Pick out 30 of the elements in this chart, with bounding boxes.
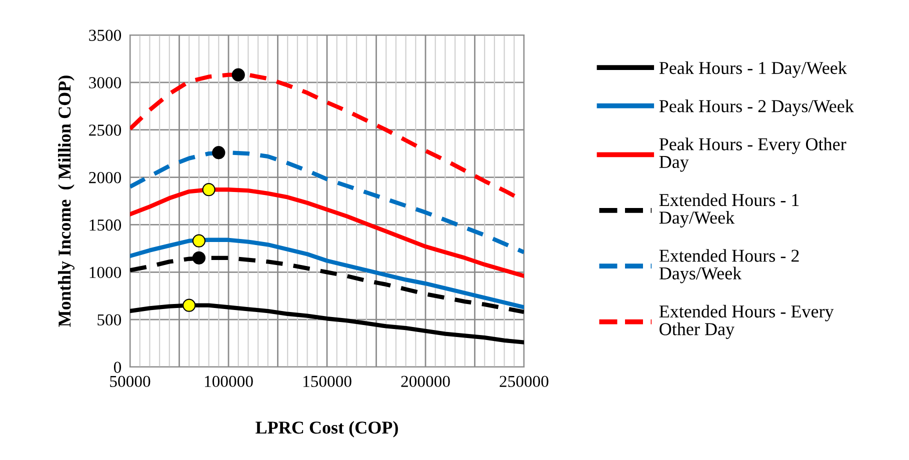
- point: [192, 234, 206, 248]
- x-tick-label: 50000: [110, 376, 150, 388]
- x-axis-title: LPRC Cost (COP): [256, 421, 398, 438]
- legend-label: Peak Hours - Every Other Day: [659, 138, 846, 172]
- y-tick-label: 3500: [89, 30, 122, 41]
- y-tick-label: 2500: [89, 124, 122, 136]
- line-series: [130, 238, 524, 310]
- y-tick-label: 2000: [89, 172, 122, 184]
- point: [212, 146, 226, 160]
- line-series: [130, 150, 524, 254]
- legend-label: Extended Hours - Every Other Day: [659, 304, 834, 339]
- legend-label: Extended Hours - 2 Days/Week: [659, 249, 799, 284]
- x-tick-label: 250000: [500, 376, 548, 388]
- y-tick-label: 3000: [89, 77, 122, 88]
- line-series: [130, 256, 524, 314]
- x-tick-label: 100000: [204, 376, 253, 388]
- x-tick-label: 200000: [401, 376, 450, 388]
- y-tick-label: 1000: [90, 266, 122, 278]
- y-tick-label: 0: [114, 362, 122, 373]
- legend-label: Peak Hours - 1 Day/Week: [659, 61, 847, 78]
- point: [202, 183, 216, 196]
- point: [182, 298, 196, 312]
- point: [232, 68, 245, 82]
- x-tick-label: 150000: [303, 376, 352, 388]
- point: [192, 251, 206, 264]
- y-tick-label: 1500: [90, 219, 122, 231]
- legend-label: Extended Hours - 1 Day/Week: [659, 193, 799, 228]
- y-tick-label: 500: [98, 314, 122, 326]
- legend-label: Peak Hours - 2 Days/Week: [659, 100, 854, 116]
- y-axis-title: Monthly Income ( Million COP): [58, 76, 74, 327]
